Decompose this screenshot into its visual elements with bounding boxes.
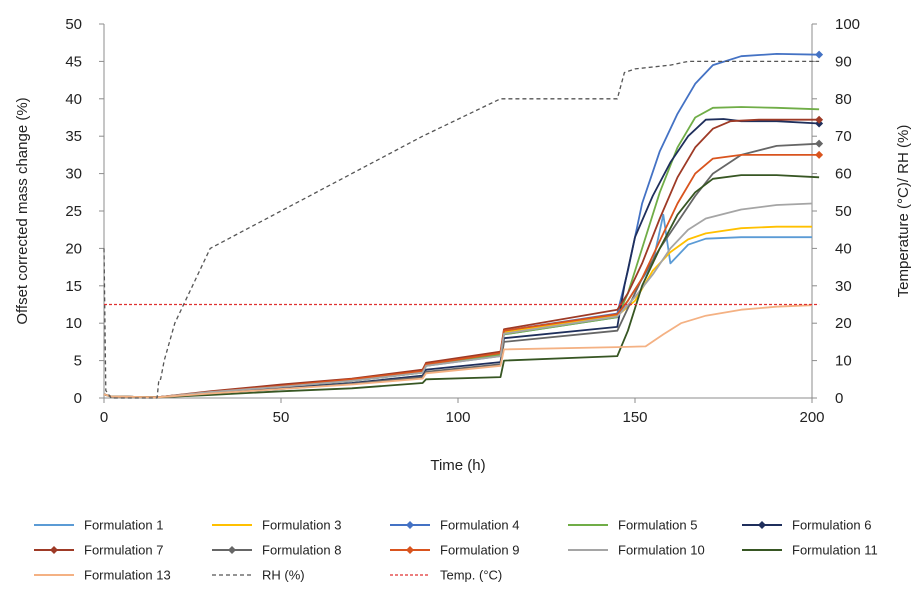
- legend-entry: Formulation 6: [742, 518, 871, 533]
- legend: Formulation 1 Formulation 3 Formulation 4 F…: [34, 518, 878, 583]
- y-tick-label: 50: [65, 16, 82, 33]
- y-axis-title: Offset corrected mass change (%): [14, 97, 31, 324]
- series-line-12: [103, 60, 820, 399]
- x-tick-label: 100: [445, 409, 470, 426]
- legend-label: Formulation 7: [84, 543, 163, 558]
- y-tick-label: 15: [65, 278, 82, 295]
- legend-marker: [228, 546, 236, 554]
- y2-tick-label: 90: [835, 53, 852, 70]
- y-tick-label: 35: [65, 128, 82, 145]
- legend-label: Formulation 3: [262, 518, 341, 533]
- y2-tick-label: 50: [835, 203, 852, 220]
- y-tick-label: 0: [74, 390, 82, 407]
- legend-entry: Temp. (°C): [390, 568, 502, 583]
- y2-axis-title: Temperature (°C)/ RH (%): [895, 125, 912, 298]
- y-tick-label: 30: [65, 166, 82, 183]
- legend-entry: Formulation 7: [34, 543, 163, 558]
- legend-marker: [758, 521, 766, 529]
- legend-label: Formulation 13: [84, 568, 171, 583]
- y-tick-label: 25: [65, 203, 82, 220]
- y2-tick-label: 60: [835, 166, 852, 183]
- legend-entry: Formulation 10: [568, 543, 705, 558]
- legend-entry: Formulation 5: [568, 518, 697, 533]
- series-end-marker-7: [815, 139, 824, 148]
- legend-marker: [406, 521, 414, 529]
- legend-label: Formulation 6: [792, 518, 871, 533]
- legend-label: Formulation 1: [84, 518, 163, 533]
- legend-entry: Formulation 8: [212, 543, 341, 558]
- y2-tick-label: 80: [835, 91, 852, 108]
- x-tick-label: 200: [799, 409, 824, 426]
- y2-tick-label: 10: [835, 353, 852, 370]
- y2-tick-label: 0: [835, 390, 843, 407]
- y-tick-label: 5: [74, 353, 82, 370]
- y-tick-label: 10: [65, 315, 82, 332]
- legend-entry: Formulation 4: [390, 518, 519, 533]
- axes: 0 50 100 150 200 0 5 10 15 20 25 30 35 40 45 50 0 10 20 30 4…: [65, 16, 860, 426]
- y2-tick-label: 40: [835, 240, 852, 257]
- series-line-4: [103, 106, 820, 399]
- legend-marker: [406, 546, 414, 554]
- series-line-3: [103, 53, 820, 399]
- y2-tick-label: 30: [835, 278, 852, 295]
- y2-tick-label: 20: [835, 315, 852, 332]
- legend-label: Formulation 9: [440, 543, 519, 558]
- legend-label: Formulation 10: [618, 543, 705, 558]
- legend-entry: Formulation 13: [34, 568, 171, 583]
- series-line-9: [103, 202, 813, 399]
- legend-marker: [50, 546, 58, 554]
- y2-tick-label: 100: [835, 16, 860, 33]
- y-tick-label: 20: [65, 240, 82, 257]
- x-axis-title: Time (h): [430, 457, 485, 474]
- y-tick-label: 40: [65, 91, 82, 108]
- series-line-2: [103, 225, 812, 399]
- series-line-6: [103, 118, 820, 399]
- legend-label: RH (%): [262, 568, 305, 583]
- x-tick-label: 50: [273, 409, 290, 426]
- y2-tick-label: 70: [835, 128, 852, 145]
- series-end-marker-3: [815, 50, 824, 59]
- legend-label: Formulation 11: [792, 543, 878, 558]
- series-line-10: [103, 174, 820, 399]
- legend-label: Formulation 4: [440, 518, 519, 533]
- legend-entry: Formulation 11: [742, 543, 878, 558]
- y-tick-label: 45: [65, 53, 82, 70]
- legend-entry: Formulation 1: [34, 518, 163, 533]
- legend-entry: RH (%): [212, 568, 305, 583]
- x-tick-label: 0: [100, 409, 108, 426]
- legend-label: Formulation 5: [618, 518, 697, 533]
- series-layer: [103, 50, 824, 399]
- series-line-5: [103, 118, 820, 399]
- x-tick-label: 150: [622, 409, 647, 426]
- legend-label: Temp. (°C): [440, 568, 502, 583]
- legend-entry: Formulation 9: [390, 543, 519, 558]
- legend-entry: Formulation 3: [212, 518, 341, 533]
- series-end-marker-6: [815, 115, 824, 124]
- series-line-11: [103, 304, 813, 399]
- legend-label: Formulation 8: [262, 543, 341, 558]
- series-end-marker-8: [815, 150, 824, 159]
